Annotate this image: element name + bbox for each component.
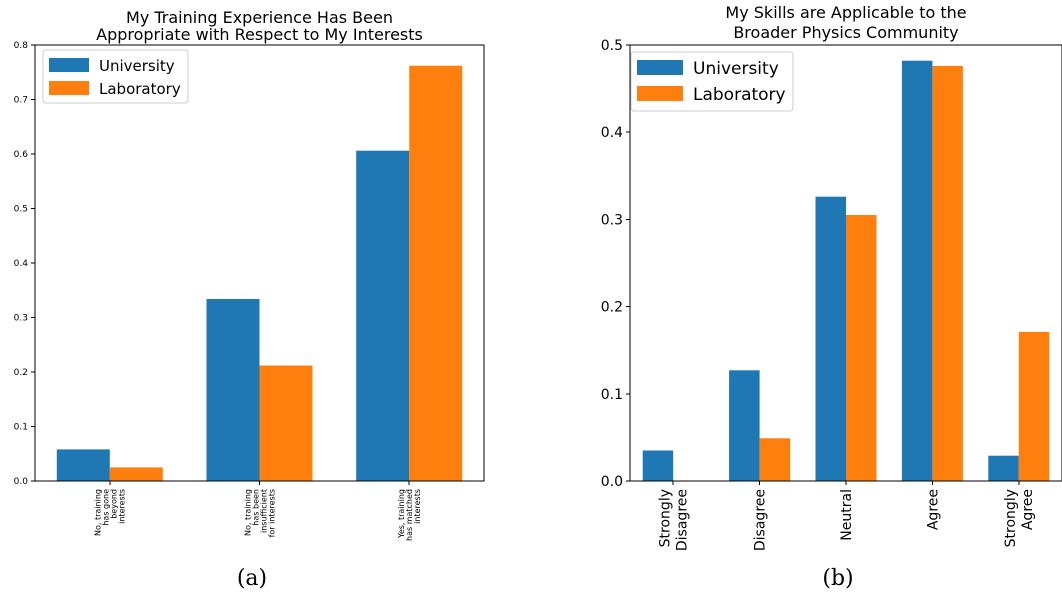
x-tick-label-line: interests [413,489,422,524]
x-tick-label-line: has been [251,489,260,526]
legend-swatch-university [637,60,683,75]
y-tick-label: 0.6 [14,150,29,160]
x-tick-label-line: Agree [925,489,941,530]
legend-swatch-laboratory [637,86,683,101]
y-tick-label: 0.5 [14,205,28,215]
chart-title: Broader Physics Community [733,23,958,42]
x-tick-label: Disagree [753,489,769,551]
chart-title: My Skills are Applicable to the [725,3,966,22]
legend-swatch-university [49,58,89,72]
x-tick-label: No, training has gone beyond interests [94,489,127,536]
bar-university-1 [206,299,260,481]
y-tick-label: 0.0 [601,474,623,490]
bar-university-0 [642,450,674,481]
x-tick-label: Strongly Agree [1003,489,1036,547]
x-tick-label-line: for interests [267,489,276,537]
bar-university-2 [356,150,410,481]
y-tick-label: 0.1 [601,387,623,403]
y-tick-label: 0.0 [14,477,29,487]
x-tick-label-line: No, training [94,489,103,536]
bar-laboratory-4 [1018,331,1050,481]
bar-university-4 [988,455,1019,481]
x-tick-label-line: Strongly [658,489,674,547]
y-tick-label: 0.7 [14,96,28,106]
y-tick-label: 0.8 [14,41,29,51]
x-tick-label-line: insufficient [259,489,268,533]
bar-university-0 [56,449,110,481]
legend-label-laboratory: Laboratory [99,80,181,98]
legend-label-laboratory: Laboratory [693,85,786,105]
figure-caption: (b) [822,566,853,591]
bar-laboratory-0 [109,467,163,481]
y-tick-label: 0.5 [601,38,623,54]
bar-laboratory-1 [259,365,313,481]
x-tick-label-line: Agree [1020,489,1036,530]
x-tick-label-line: Strongly [1003,489,1019,547]
y-tick-label: 0.1 [14,423,28,433]
x-tick-label: Agree [925,489,941,530]
x-tick-label-line: No, training [243,489,252,536]
chart-a: 0.00.10.20.30.40.50.60.70.8No, training h… [14,8,485,591]
bar-laboratory-2 [846,215,877,481]
x-tick-label-line: has matched [405,489,414,541]
y-tick-label: 0.2 [601,300,623,316]
bar-university-1 [729,370,760,481]
y-tick-label: 0.3 [14,314,28,324]
y-tick-label: 0.2 [14,368,28,378]
x-tick-label: Neutral [839,489,855,541]
bar-university-3 [901,60,933,481]
x-tick-label-line: Neutral [839,489,855,541]
bar-laboratory-2 [409,65,463,481]
chart-title: My Training Experience Has Been [126,8,393,27]
x-tick-label: Strongly Disagree [658,489,691,551]
x-tick-label-line: beyond [110,489,119,519]
x-tick-label: No, training has been insufficient for inte… [243,489,276,537]
legend-swatch-laboratory [49,81,89,95]
x-tick-label-line: interests [118,489,127,524]
legend: University Laboratory [630,51,794,112]
x-tick-label: Yes, training has matched interests [397,489,422,541]
x-tick-label-line: Disagree [753,489,769,551]
bar-laboratory-1 [759,438,791,481]
y-tick-label: 0.4 [601,125,623,141]
x-tick-label-line: Disagree [675,489,691,551]
legend-label-university: University [99,57,175,75]
bar-university-2 [815,196,846,481]
x-tick-label-line: Yes, training [397,489,406,539]
legend-label-university: University [693,59,779,79]
legend: University Laboratory [42,49,189,104]
figure-caption: (a) [237,566,267,591]
y-tick-label: 0.4 [14,259,29,269]
x-tick-label-line: has gone [102,489,111,526]
chart-title: Appropriate with Respect to My Interests [96,25,423,44]
y-tick-label: 0.3 [601,212,623,228]
bar-laboratory-3 [932,65,963,482]
